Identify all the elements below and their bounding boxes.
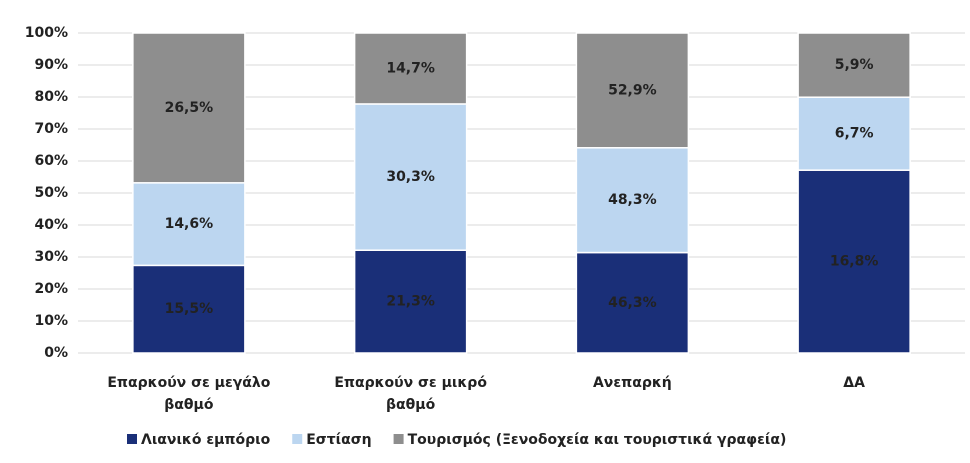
data-label: 6,7% [835,126,874,142]
y-tick-label: 30% [34,249,68,265]
bar-segment [797,169,911,354]
x-tick-label: Επαρκούν σε μεγάλο βαθμό [107,375,270,413]
bar-segment [575,147,690,254]
data-label: 14,7% [386,60,435,76]
y-tick-label: 70% [34,121,68,137]
legend-swatch [127,434,137,444]
y-tick-label: 40% [34,217,68,233]
data-label: 21,3% [386,294,435,310]
data-label: 30,3% [386,169,435,185]
bar-segment [132,182,246,267]
bar-segment [575,32,690,149]
legend-swatch [393,434,404,444]
data-label: 5,9% [835,57,874,73]
data-label: 14,6% [165,216,214,232]
x-tick-label: ΔΑ [843,375,865,391]
bar-segment [797,32,911,98]
y-tick-label: 20% [34,281,68,297]
bar-segment [797,96,911,171]
legend-label: Εστίαση [306,432,371,448]
bar-segment [353,32,468,105]
legend-swatch [292,434,303,444]
y-tick-label: 80% [34,89,68,105]
data-label: 16,8% [830,254,879,270]
bar-segment [353,103,468,251]
data-label: 26,5% [165,100,214,116]
data-label: 46,3% [608,295,657,311]
bar-segment [353,249,468,354]
legend-label: Λιανικό εμπόριο [141,432,271,448]
y-tick-label: 50% [34,185,68,201]
bar-segment [132,264,246,354]
y-tick-label: 60% [34,153,68,169]
legend-label: Τουρισμός (Ξενοδοχεία και τουριστικά γρα… [408,432,787,448]
data-label: 15,5% [165,301,214,317]
y-tick-label: 90% [34,57,68,73]
y-tick-label: 0% [44,345,68,361]
bar-segment [132,32,246,184]
data-label: 48,3% [608,192,657,208]
y-tick-label: 100% [25,25,68,41]
data-label: 52,9% [608,82,657,98]
y-tick-label: 10% [34,313,68,329]
x-tick-label: Επαρκούν σε μικρό βαθμό [334,375,487,413]
x-tick-label: Ανεπαρκή [593,375,672,391]
